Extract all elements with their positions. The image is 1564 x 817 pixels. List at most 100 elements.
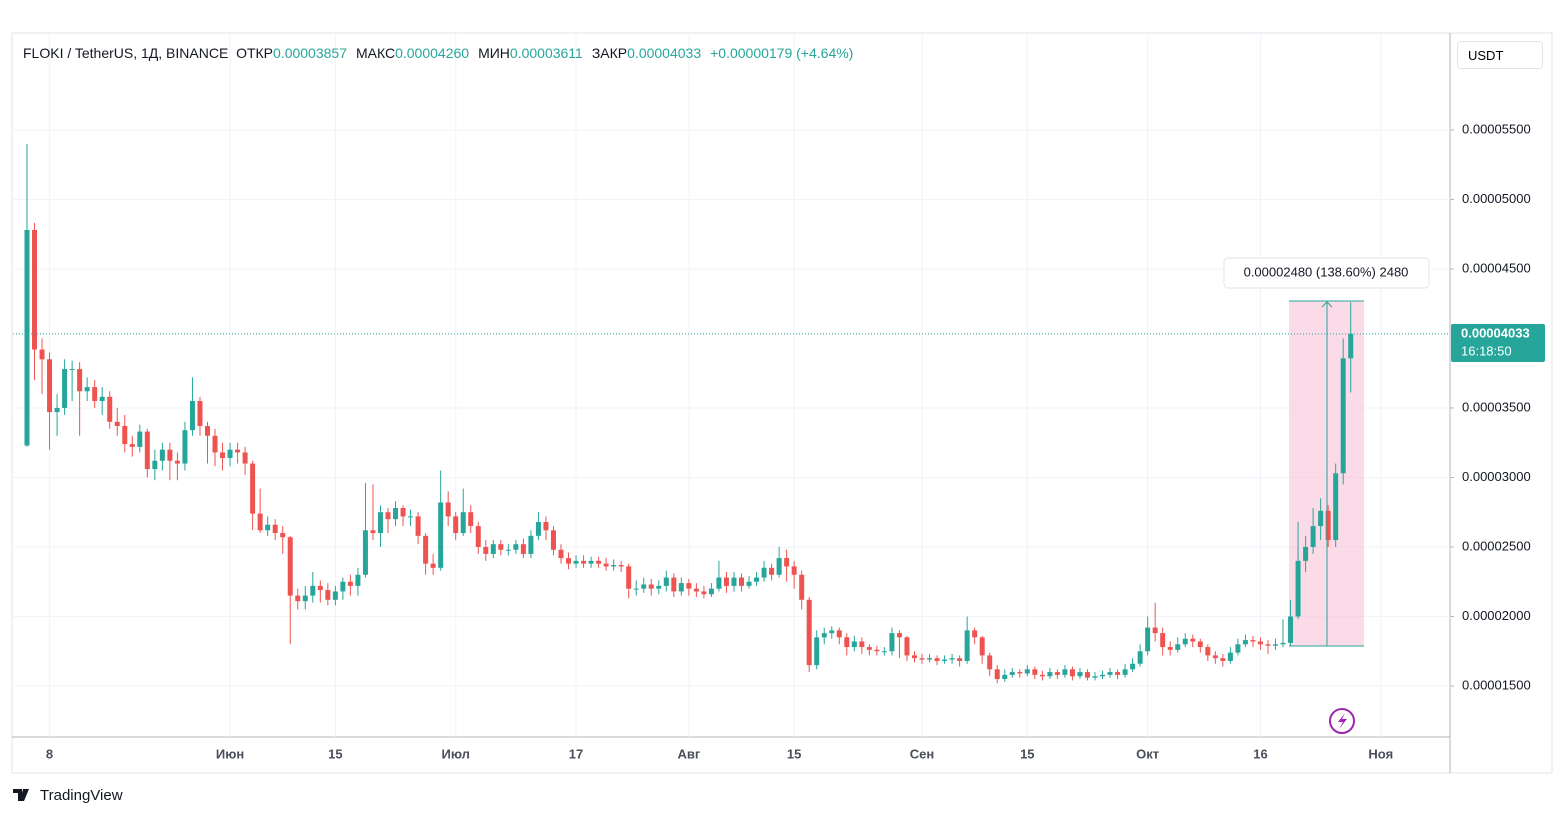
candle-body — [1190, 638, 1196, 642]
candle-body — [1182, 638, 1188, 645]
candle-body — [678, 583, 684, 592]
candle-body — [445, 502, 451, 517]
y-tick-label: 0.00005500 — [1462, 121, 1531, 136]
candle-body — [1100, 674, 1106, 677]
candle-body — [1303, 546, 1309, 561]
candle-body — [1115, 672, 1121, 675]
candle-body — [122, 426, 128, 445]
candle-body — [723, 577, 729, 586]
candle-body — [1348, 333, 1354, 359]
candle-body — [1024, 669, 1030, 674]
candle-body — [54, 407, 60, 413]
x-tick-label: Окт — [1136, 746, 1159, 761]
candle-body — [235, 449, 241, 453]
currency-button[interactable]: USDT — [1457, 41, 1543, 69]
candle-body — [919, 658, 925, 660]
candle-body — [603, 563, 609, 567]
candle-body — [460, 512, 466, 534]
y-tick-label: 0.00005000 — [1462, 191, 1531, 206]
candle-body — [332, 591, 338, 600]
candle-body — [633, 588, 639, 590]
candle-body — [761, 567, 767, 578]
candle-body — [994, 669, 1000, 680]
candle-body — [77, 369, 83, 392]
candle-body — [806, 599, 812, 666]
y-tick-label: 0.00001500 — [1462, 677, 1531, 692]
candle-body — [393, 508, 399, 520]
candle-body — [528, 535, 534, 554]
candle-body — [1257, 641, 1263, 645]
candle-body — [84, 387, 90, 392]
candle-body — [851, 641, 857, 648]
candle-body — [1069, 669, 1075, 677]
candle-body — [310, 585, 316, 596]
candle-body — [385, 512, 391, 520]
candle-body — [535, 521, 541, 536]
candle-body — [904, 637, 910, 656]
candle-body — [295, 595, 301, 602]
candle-body — [739, 577, 745, 586]
brand-logo — [13, 789, 29, 801]
candle-body — [1145, 627, 1151, 652]
candle-body — [1017, 672, 1023, 674]
candle-body — [1137, 651, 1143, 664]
x-tick-label: Ноя — [1368, 746, 1393, 761]
ohlc-label: МАКС — [355, 45, 396, 61]
candle-body — [317, 585, 323, 591]
candle-body — [889, 633, 895, 652]
candle-body — [896, 633, 902, 638]
candle-body — [716, 577, 722, 589]
candle-body — [220, 452, 226, 458]
candle-body — [618, 565, 624, 567]
candle-body — [174, 460, 180, 464]
candle-body — [24, 230, 30, 446]
candle-body — [265, 524, 271, 531]
candle-body — [829, 630, 835, 634]
candle-body — [581, 560, 587, 564]
ohlc-value: 0.00003611 — [509, 45, 583, 61]
candle-body — [1009, 672, 1015, 675]
candle-body — [656, 585, 662, 589]
candle-body — [513, 544, 519, 550]
measure-label-box — [1223, 257, 1430, 289]
candle-body — [746, 581, 752, 586]
candle-body — [400, 508, 406, 517]
candle-body — [776, 558, 782, 575]
candle-body — [1212, 655, 1218, 659]
countdown: 16:18:50 — [1461, 343, 1512, 358]
x-tick-label: 15 — [787, 746, 801, 761]
candle-body — [596, 560, 602, 564]
candles — [13, 143, 1450, 684]
candle-body — [505, 549, 511, 551]
candle-body — [972, 630, 978, 638]
candle-body — [408, 516, 414, 518]
candle-body — [1250, 640, 1256, 642]
x-tick-label: Июл — [442, 746, 470, 761]
candle-body — [1265, 644, 1271, 646]
symbol: FLOKI / TetherUS, 1Д, BINANCE — [23, 45, 229, 61]
candle-body — [686, 583, 692, 589]
candle-body — [1039, 674, 1045, 677]
candle-body — [987, 655, 993, 670]
candle-body — [189, 401, 195, 431]
events-icon[interactable] — [1329, 708, 1355, 734]
candle-body — [438, 502, 444, 568]
candle-body — [671, 577, 677, 592]
candle-body — [1167, 647, 1173, 650]
brand: TradingView — [40, 787, 123, 804]
candle-body — [1318, 510, 1324, 527]
candle-body — [1122, 669, 1128, 675]
y-tick-label: 0.00002000 — [1462, 608, 1531, 623]
legend: FLOKI / TetherUS, 1Д, BINANCE ОТКР0.0000… — [23, 45, 862, 61]
candle-body — [69, 369, 75, 371]
candle-body — [370, 530, 376, 534]
candle-body — [92, 387, 98, 402]
candle-body — [280, 533, 286, 538]
candle-body — [1130, 663, 1136, 670]
candle-body — [1077, 672, 1083, 677]
candle-body — [611, 565, 617, 567]
candle-body — [543, 521, 549, 531]
candle-body — [520, 544, 526, 554]
candle-body — [701, 591, 707, 595]
